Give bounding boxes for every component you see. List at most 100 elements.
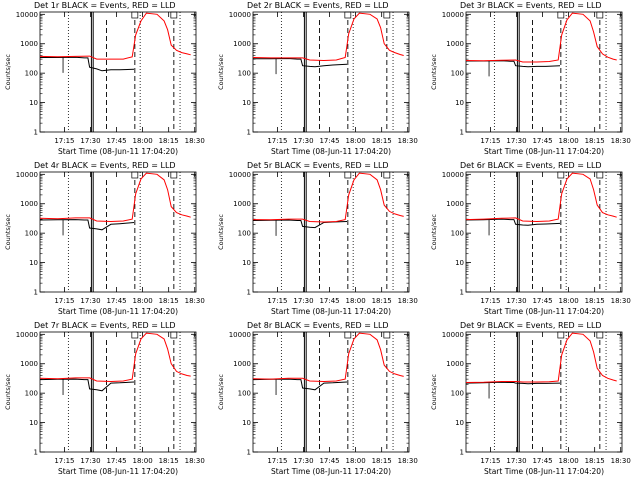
plot-frame (465, 11, 623, 133)
y-tick-label: 10000 (442, 171, 464, 179)
x-tick-label: 17:30 (293, 137, 313, 145)
x-tick-label: 18:30 (611, 457, 631, 465)
panel-title: Det 2r BLACK = Events, RED = LLD (247, 1, 389, 10)
x-tick-label: 17:15 (54, 297, 74, 305)
x-tick-label: 17:15 (480, 137, 500, 145)
series-line-lld (252, 172, 404, 223)
marker-box (383, 171, 391, 179)
marker-box (596, 11, 604, 19)
y-axis-label: Counts/sec (217, 214, 225, 250)
x-tick-label: 18:15 (585, 457, 605, 465)
x-tick-label: 17:45 (319, 137, 339, 145)
x-tick-label: 17:45 (319, 457, 339, 465)
y-tick-label: 100 (451, 390, 464, 398)
y-axis-label: Counts/sec (430, 214, 438, 250)
marker-box (170, 171, 178, 179)
y-tick-label: 10 (29, 259, 38, 267)
x-tick-label: 18:30 (185, 297, 205, 305)
x-tick-label: 18:00 (559, 137, 579, 145)
y-tick-label: 1 (247, 129, 251, 137)
x-axis-label: Start Time (08-Jun-11 17:04:20) (58, 147, 178, 156)
x-tick-label: 18:00 (346, 297, 366, 305)
plot-frame (252, 11, 410, 133)
y-axis-label: Counts/sec (4, 214, 12, 250)
y-axis-label: Counts/sec (430, 54, 438, 90)
x-tick-label: 18:00 (346, 457, 366, 465)
marker-box (383, 11, 391, 19)
y-tick-label: 10 (242, 419, 251, 427)
y-tick-label: 100 (451, 230, 464, 238)
marker-box (170, 11, 178, 19)
series-line-lld (39, 332, 191, 383)
x-tick-label: 17:45 (106, 137, 126, 145)
marker-box (131, 331, 139, 339)
y-tick-label: 1000 (233, 200, 251, 208)
x-tick-label: 17:15 (54, 137, 74, 145)
x-tick-label: 18:15 (372, 297, 392, 305)
x-tick-label: 17:15 (54, 457, 74, 465)
y-tick-label: 100 (25, 70, 38, 78)
series-line-events (39, 219, 135, 231)
x-tick-label: 18:00 (133, 137, 153, 145)
panel-title: Det 6r BLACK = Events, RED = LLD (460, 161, 602, 170)
y-tick-label: 10000 (16, 331, 38, 339)
plot-frame (252, 171, 410, 293)
y-tick-label: 10 (29, 419, 38, 427)
y-tick-label: 10000 (442, 331, 464, 339)
y-tick-label: 100 (451, 70, 464, 78)
y-tick-label: 1000 (20, 200, 38, 208)
x-tick-label: 18:15 (372, 457, 392, 465)
y-tick-label: 1000 (20, 40, 38, 48)
series-line-events (252, 378, 348, 391)
y-tick-label: 1000 (446, 360, 464, 368)
detector-panel-7: Det 7r BLACK = Events, RED = LLD Counts/s… (4, 321, 205, 476)
y-axis-label: Counts/sec (217, 54, 225, 90)
y-tick-label: 10 (455, 259, 464, 267)
series-line-lld (465, 12, 617, 63)
x-axis-label: Start Time (08-Jun-11 17:04:20) (484, 467, 604, 476)
marker-box (131, 171, 139, 179)
x-tick-label: 18:00 (133, 297, 153, 305)
x-axis-label: Start Time (08-Jun-11 17:04:20) (484, 147, 604, 156)
x-tick-label: 17:30 (80, 297, 100, 305)
y-tick-label: 1 (34, 289, 38, 297)
marker-box (344, 171, 352, 179)
panel-title: Det 9r BLACK = Events, RED = LLD (460, 321, 602, 330)
y-tick-label: 1 (34, 449, 38, 457)
panel-title: Det 8r BLACK = Events, RED = LLD (247, 321, 389, 330)
x-axis-label: Start Time (08-Jun-11 17:04:20) (58, 467, 178, 476)
x-tick-label: 18:30 (398, 457, 418, 465)
x-tick-label: 18:15 (585, 297, 605, 305)
x-tick-label: 18:15 (372, 137, 392, 145)
y-tick-label: 1 (34, 129, 38, 137)
x-tick-label: 17:15 (267, 457, 287, 465)
y-tick-label: 10 (455, 99, 464, 107)
x-tick-label: 17:30 (506, 297, 526, 305)
x-tick-label: 18:00 (133, 457, 153, 465)
x-tick-label: 17:30 (506, 457, 526, 465)
detector-panel-1: Det 1r BLACK = Events, RED = LLD Counts/s… (4, 1, 205, 156)
plot-frame (465, 331, 623, 453)
panel-title: Det 5r BLACK = Events, RED = LLD (247, 161, 389, 170)
y-tick-label: 1000 (233, 40, 251, 48)
detector-panel-4: Det 4r BLACK = Events, RED = LLD Counts/s… (4, 161, 205, 316)
marker-box (131, 11, 139, 19)
x-tick-label: 17:15 (480, 297, 500, 305)
y-tick-label: 1 (247, 449, 251, 457)
x-tick-label: 18:00 (559, 457, 579, 465)
marker-box (596, 171, 604, 179)
series-line-lld (465, 332, 617, 383)
marker-box (344, 331, 352, 339)
plot-frame (465, 171, 623, 293)
y-tick-label: 1000 (20, 360, 38, 368)
series-line-lld (39, 172, 191, 223)
y-tick-label: 100 (25, 230, 38, 238)
x-tick-label: 17:45 (532, 457, 552, 465)
x-tick-label: 17:45 (106, 457, 126, 465)
marker-box (557, 331, 565, 339)
y-tick-label: 1000 (446, 200, 464, 208)
y-tick-label: 10 (455, 419, 464, 427)
y-tick-label: 10000 (16, 11, 38, 19)
x-tick-label: 17:30 (293, 297, 313, 305)
